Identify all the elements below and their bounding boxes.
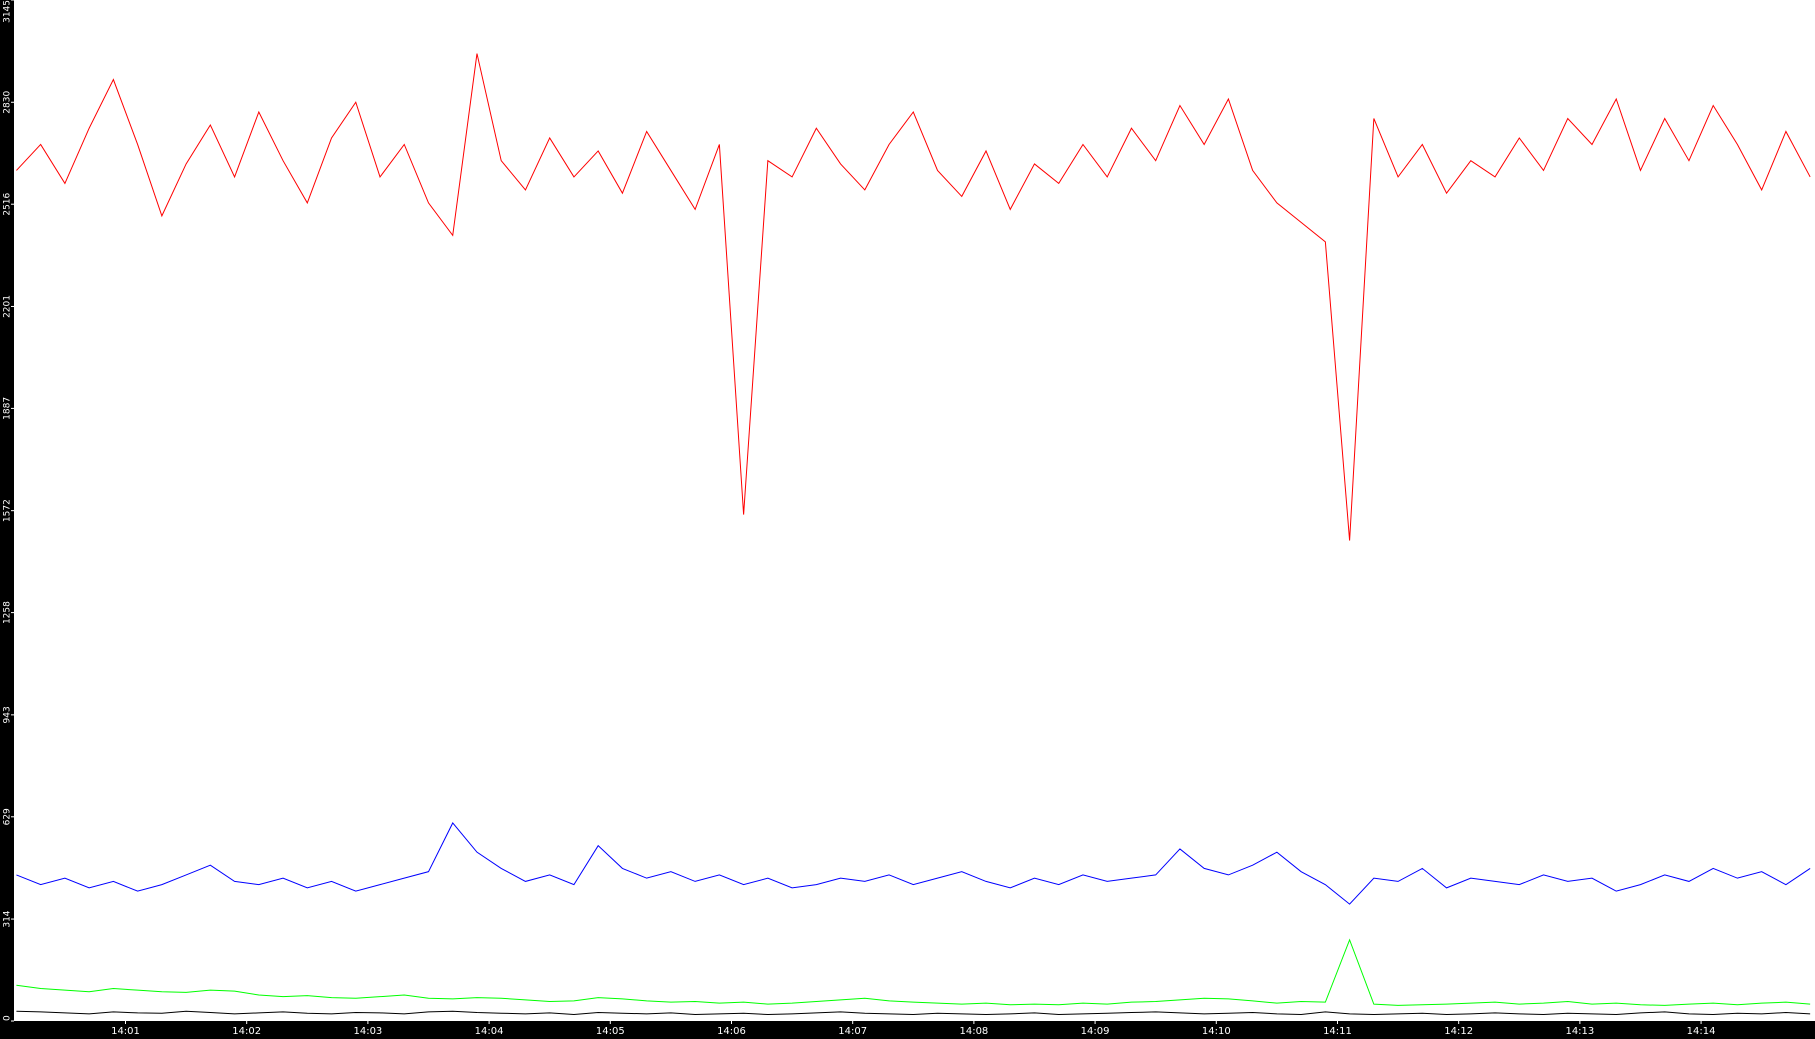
x-tick-label: 14:04 <box>475 1026 504 1037</box>
y-tick-label: 943 <box>3 706 13 723</box>
x-tick-label: 14:12 <box>1444 1026 1473 1037</box>
series-line <box>16 1010 1811 1016</box>
x-tick-label: 14:02 <box>232 1026 261 1037</box>
x-tick-label: 14:07 <box>838 1026 867 1037</box>
x-tick-label: 14:10 <box>1202 1026 1231 1037</box>
y-tick-label: 629 <box>3 808 13 825</box>
x-tick-label: 14:13 <box>1565 1026 1594 1037</box>
x-tick-label: 14:06 <box>717 1026 746 1037</box>
x-tick-label: 14:09 <box>1081 1026 1110 1037</box>
y-tick-label: 314 <box>3 910 13 927</box>
x-tick-label: 14:05 <box>596 1026 625 1037</box>
y-axis-strip <box>0 0 14 1039</box>
series-line <box>16 822 1811 905</box>
y-tick-label: 3145 <box>3 0 13 23</box>
y-tick-label: 2516 <box>3 192 13 215</box>
y-tick-label: 2830 <box>3 91 13 114</box>
series-line <box>16 938 1811 1006</box>
x-tick-label: 14:08 <box>959 1026 988 1037</box>
y-tick-label: 1572 <box>3 499 13 522</box>
x-tick-label: 14:11 <box>1323 1026 1352 1037</box>
y-tick-label: 1258 <box>3 601 13 624</box>
y-tick-label: 1887 <box>3 397 13 420</box>
x-tick-label: 14:03 <box>353 1026 382 1037</box>
series-line <box>16 53 1811 541</box>
x-tick-label: 14:01 <box>111 1026 140 1037</box>
y-tick-label: 2201 <box>3 295 13 318</box>
x-tick-label: 14:14 <box>1687 1026 1716 1037</box>
x-axis-strip <box>0 1021 1815 1039</box>
y-tick-label: 0 <box>3 1015 13 1021</box>
